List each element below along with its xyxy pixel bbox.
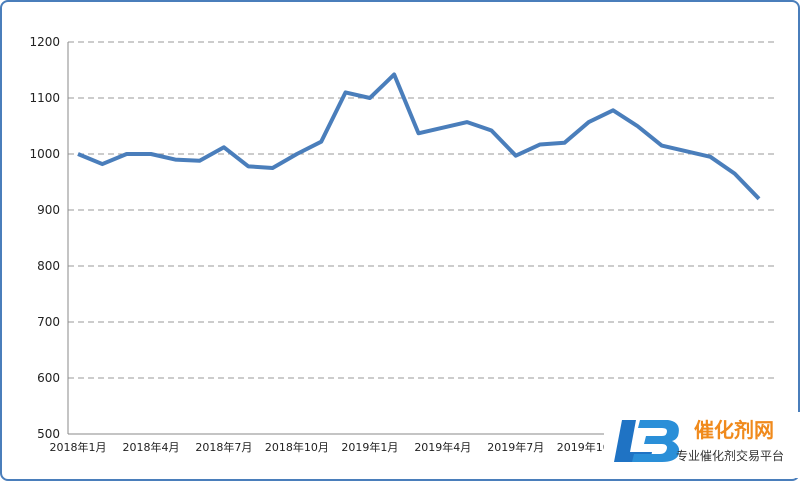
y-tick-label: 500: [37, 427, 60, 441]
x-tick-label: 2018年7月: [195, 440, 252, 454]
y-tick-label: 700: [37, 315, 60, 329]
logo-title: 催化剂网: [694, 418, 774, 442]
logo-b: [632, 420, 680, 462]
y-tick-label: 900: [37, 203, 60, 217]
logo-l: [614, 420, 652, 462]
x-tick-label: 2019年7月: [487, 440, 544, 454]
y-tick-label: 600: [37, 371, 60, 385]
logo: 催化剂网 专业催化剂交易平台: [604, 412, 800, 478]
x-tick-label: 2019年4月: [414, 440, 471, 454]
line-series: [77, 72, 761, 201]
x-tick-label: 2018年1月: [50, 440, 107, 454]
logo-bg: [604, 412, 800, 478]
x-tick-label: 2019年1月: [341, 440, 398, 454]
logo-subtitle: 专业催化剂交易平台: [676, 448, 784, 463]
x-tick-label: 2018年10月: [265, 440, 329, 454]
y-tick-label: 1200: [29, 35, 60, 49]
y-tick-label: 800: [37, 259, 60, 273]
y-tick-label: 1000: [29, 147, 60, 161]
x-tick-label: 2018年4月: [122, 440, 179, 454]
y-tick-label: 1100: [29, 91, 60, 105]
